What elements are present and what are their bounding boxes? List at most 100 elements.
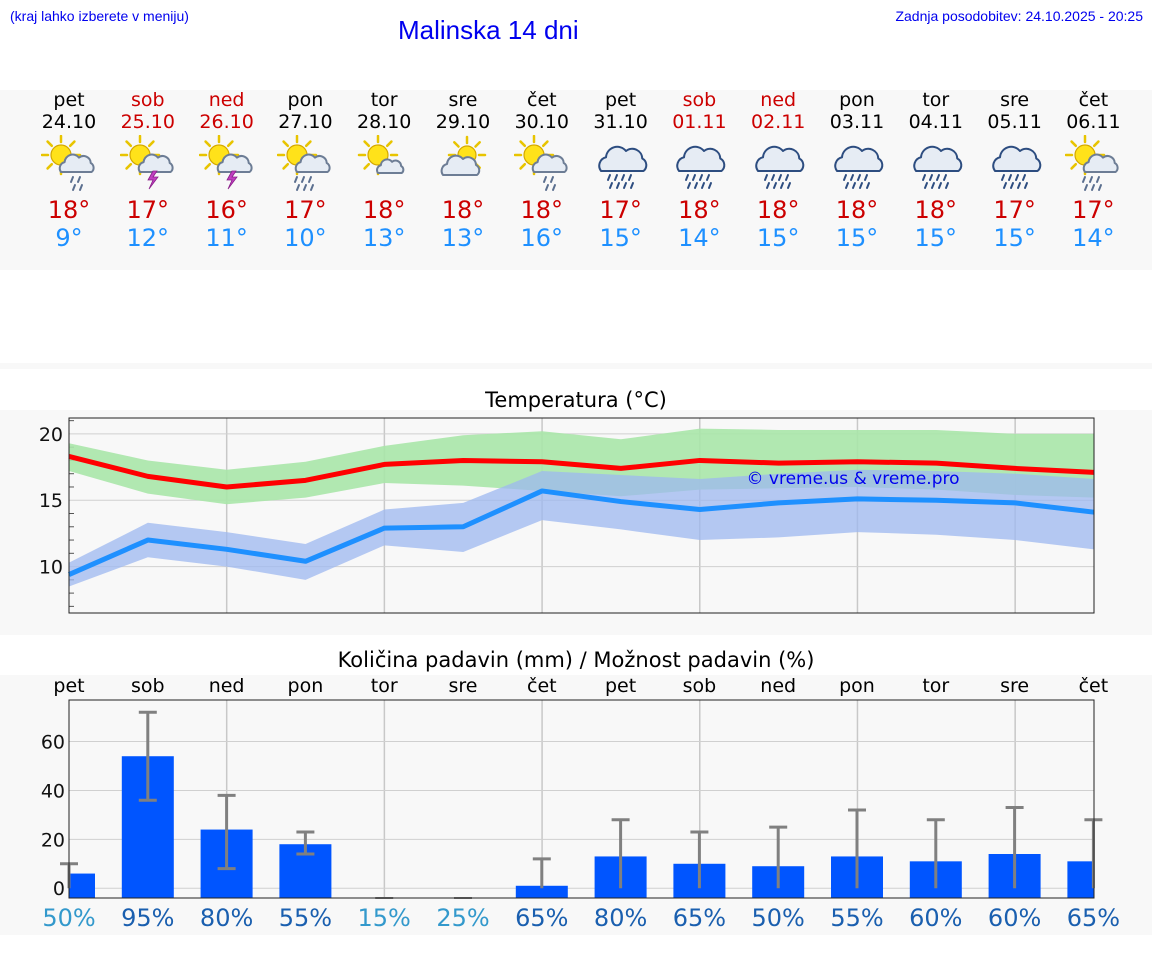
day-date: 01.11 <box>672 111 727 133</box>
day-column: tor 28.10 18° 13° <box>344 89 424 252</box>
precip-bar <box>1067 861 1094 898</box>
temp-min: 15° <box>835 224 879 252</box>
precipitation-chart: 0 20 40 60 pet sob ned pon tor sre čet pet sob ned pon… <box>41 675 1120 932</box>
temp-min: 13° <box>441 224 485 252</box>
precip-probability: 50% <box>42 904 95 932</box>
temp-max: 17° <box>1072 196 1115 224</box>
temp-max: 17° <box>126 196 170 224</box>
x-category-label: pon <box>839 675 875 697</box>
separator-band <box>0 363 1152 369</box>
temp-max: 18° <box>756 196 800 224</box>
x-category-label: pet <box>605 675 636 697</box>
x-category-label: ned <box>760 675 796 697</box>
x-category-label: sre <box>1000 675 1029 697</box>
precip-probability: 25% <box>436 904 489 932</box>
y-tick-label: 10 <box>39 557 63 579</box>
day-column: sob 25.10 17° 12° <box>108 89 188 252</box>
day-date: 26.10 <box>199 111 254 133</box>
precip-probability: 60% <box>988 904 1041 932</box>
day-name: čet <box>527 89 557 111</box>
day-name: sob <box>131 89 165 111</box>
day-name: ned <box>760 89 797 111</box>
day-column: tor 04.11 18° 15° <box>896 89 976 252</box>
day-date: 27.10 <box>278 111 333 133</box>
sun-small-cloud-icon <box>357 135 405 176</box>
day-column: ned 02.11 18° 15° <box>738 89 818 252</box>
x-category-label: pet <box>53 675 84 697</box>
day-name: sre <box>1000 89 1030 111</box>
day-date: 24.10 <box>41 111 97 133</box>
temp-max: 17° <box>284 196 327 224</box>
temp-max: 18° <box>678 196 721 224</box>
day-column: čet 30.10 18° 16° <box>502 89 582 252</box>
temperature-title: Temperatura (°C) <box>485 388 667 412</box>
y-tick-label: 20 <box>41 829 65 851</box>
x-category-label: ned <box>209 675 245 697</box>
precip-probability: 80% <box>594 904 647 932</box>
sun-cloud-icon <box>440 135 487 176</box>
plot-frame <box>68 417 1095 614</box>
temp-min: 14° <box>678 224 721 252</box>
day-column: pet 24.10 18° 9° <box>29 89 109 252</box>
y-tick-label: 40 <box>41 780 65 802</box>
day-name: tor <box>922 89 950 111</box>
temp-max: 16° <box>205 196 248 224</box>
day-date: 02.11 <box>750 111 806 133</box>
y-tick-label: 20 <box>39 424 63 446</box>
cloud-rain-icon <box>913 145 963 189</box>
temp-max: 17° <box>993 196 1036 224</box>
day-name: čet <box>1078 89 1109 111</box>
sun-cloud-rain-icon <box>277 135 331 191</box>
day-date: 28.10 <box>356 111 412 133</box>
cloud-rain-icon <box>834 145 884 189</box>
day-date: 30.10 <box>514 111 569 133</box>
temp-min: 12° <box>126 224 170 252</box>
temp-min: 16° <box>520 224 564 252</box>
sun-cloud-thunder-icon <box>119 135 174 190</box>
day-name: ned <box>208 89 245 111</box>
day-column: sob 01.11 18° 14° <box>659 89 739 252</box>
copyright-annotation: © vreme.us & vreme.pro <box>746 469 959 489</box>
day-column: pet 31.10 17° 15° <box>581 89 661 252</box>
sun-cloud-rain-icon <box>1065 135 1119 191</box>
plot-frame <box>68 699 1095 899</box>
day-name: sob <box>682 89 717 111</box>
cloud-rain-icon <box>991 145 1041 189</box>
temp-min: 15° <box>993 224 1036 252</box>
x-category-label: pon <box>288 675 324 697</box>
x-category-label: tor <box>922 675 949 697</box>
x-category-label: sob <box>683 675 717 697</box>
y-tick-label: 0 <box>53 878 65 900</box>
temp-min: 13° <box>362 224 406 252</box>
temp-max: 18° <box>47 196 91 224</box>
sun-cloud-light-rain-icon <box>41 135 95 191</box>
day-name: pon <box>287 89 324 111</box>
temp-max: 17° <box>599 196 642 224</box>
temp-min: 10° <box>284 224 327 252</box>
precip-probability: 65% <box>515 904 568 932</box>
forecast-band <box>0 90 1152 270</box>
day-date: 25.10 <box>120 111 175 133</box>
day-date: 04.11 <box>908 111 963 133</box>
day-column: pon 27.10 17° 10° <box>265 89 345 252</box>
precip-bar <box>69 873 95 898</box>
temp-min: 9° <box>55 224 83 252</box>
precip-probability: 55% <box>830 904 883 932</box>
day-date: 05.11 <box>987 111 1042 133</box>
temp-min: 14° <box>1072 224 1115 252</box>
day-name: tor <box>370 89 398 111</box>
precip-probability: 95% <box>121 904 174 932</box>
x-category-label: sre <box>449 675 478 697</box>
last-updated: Zadnja posodobitev: 24.10.2025 - 20:25 <box>895 8 1143 24</box>
min-temp-line <box>67 488 1095 577</box>
y-tick-label: 15 <box>39 490 63 512</box>
precip-probability: 65% <box>1067 904 1120 932</box>
precip-probability: 60% <box>909 904 962 932</box>
temp-min: 15° <box>756 224 800 252</box>
temp-min: 15° <box>599 224 642 252</box>
temp-max: 18° <box>362 196 406 224</box>
header-hint: (kraj lahko izberete v meniju) <box>10 8 189 24</box>
temp-max: 18° <box>520 196 564 224</box>
precip-probability: 65% <box>673 904 726 932</box>
day-column: ned 26.10 16° 11° <box>187 89 267 252</box>
